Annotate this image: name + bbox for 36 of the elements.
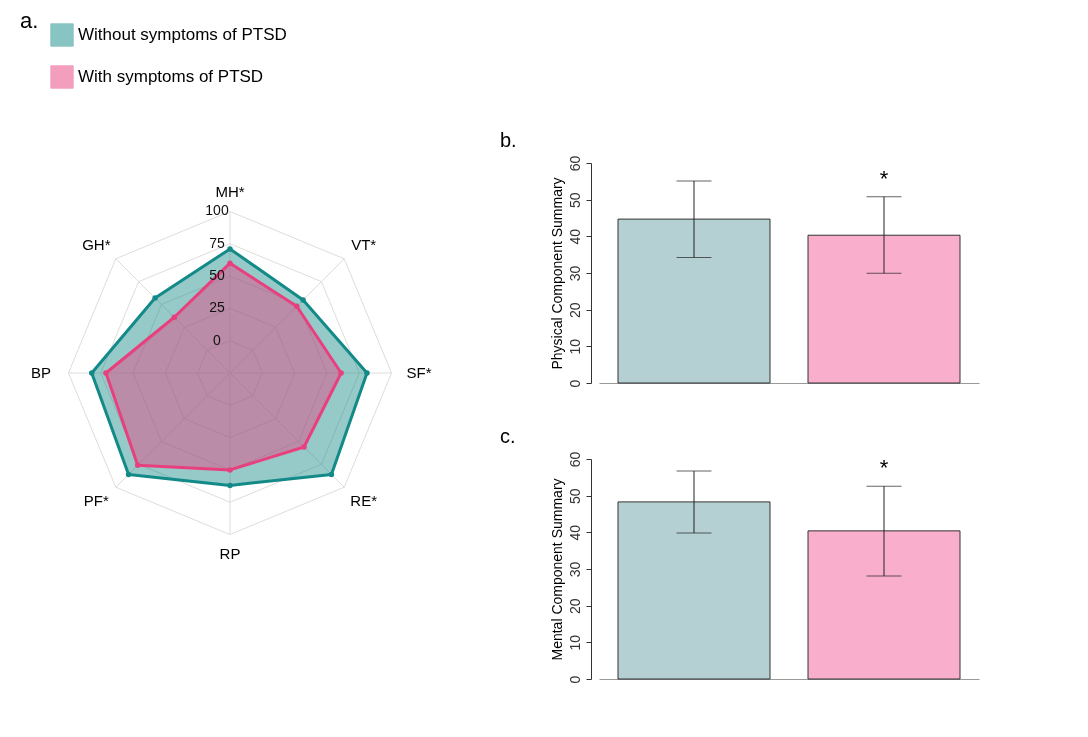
spoke-label: RE* <box>350 491 378 509</box>
y-tick-label: 0 <box>213 331 222 348</box>
y-tick-label: 30 <box>566 561 583 578</box>
annotation: * <box>879 165 889 191</box>
y-tick-label: 75 <box>209 234 225 251</box>
spoke-label: MH* <box>215 183 245 201</box>
spoke-label: RP <box>219 544 241 562</box>
y-tick-label: 0 <box>566 675 583 684</box>
spoke-label: BP <box>30 364 52 381</box>
y-tick-label: 0 <box>566 379 583 388</box>
y-tick-label: 25 <box>209 299 225 316</box>
y-tick-label: 50 <box>566 192 583 208</box>
y-tick-label: 60 <box>566 155 583 172</box>
y-tick-label: 40 <box>566 228 583 245</box>
y-axis-title: Mental Component Summary <box>548 478 565 661</box>
y-tick-label: 50 <box>566 488 583 504</box>
y-tick-label: 50 <box>209 267 225 284</box>
spoke-label: SF* <box>406 364 432 381</box>
legend-label: With symptoms of PTSD <box>78 67 264 86</box>
y-tick-label: 20 <box>566 302 583 318</box>
y-tick-label: 30 <box>566 265 583 282</box>
y-tick-label: 100 <box>205 202 229 219</box>
y-axis-title: Physical Component Summary <box>548 177 565 370</box>
y-tick-label: 10 <box>566 634 583 651</box>
y-tick-label: 60 <box>566 451 583 468</box>
spoke-label: PF* <box>83 491 110 509</box>
chart-title: c. <box>500 425 516 448</box>
chart-title: b. <box>500 129 517 152</box>
annotation: * <box>879 455 889 481</box>
y-tick-label: 40 <box>566 524 583 541</box>
legend-label: Without symptoms of PTSD <box>78 25 287 44</box>
spoke-label: GH* <box>82 236 111 254</box>
chart-title: a. <box>20 8 39 33</box>
spoke-label: VT* <box>351 236 377 254</box>
y-tick-label: 20 <box>566 598 583 614</box>
y-tick-label: 10 <box>566 338 583 355</box>
